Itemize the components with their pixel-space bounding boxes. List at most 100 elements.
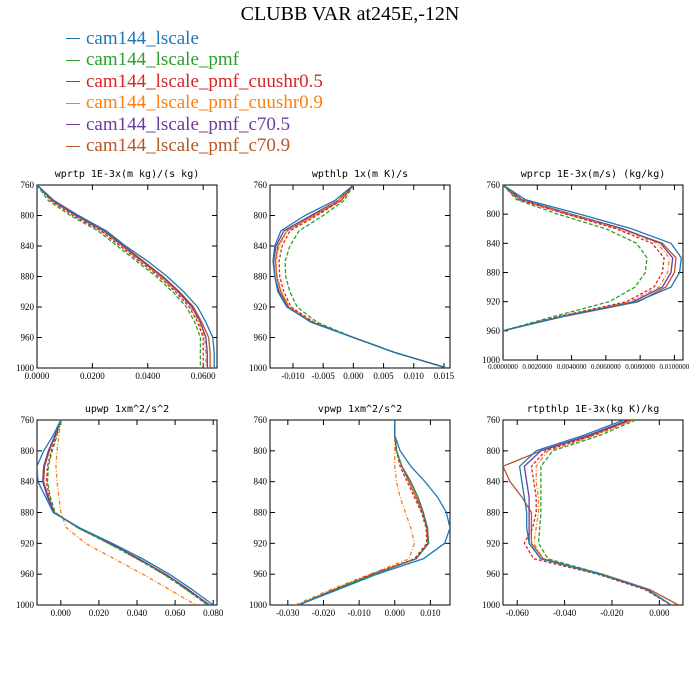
y-tick-label: 880 [254, 508, 268, 518]
series-line-cam144_lscale_pmf_c70.5 [503, 185, 674, 360]
series-line-cam144_lscale [272, 185, 448, 368]
x-tick-label: 0.000 [385, 608, 406, 618]
x-tick-label: -0.060 [506, 608, 530, 618]
y-tick-label: 800 [21, 211, 35, 221]
y-tick-label: 960 [254, 333, 268, 343]
panel-title: upwp 1xm^2/s^2 [85, 404, 169, 415]
y-tick-label: 880 [487, 268, 501, 278]
x-tick-label: 0.040 [127, 608, 148, 618]
x-tick-label: 0.060 [165, 608, 186, 618]
y-tick-label: 760 [487, 415, 501, 425]
y-tick-label: 920 [487, 297, 501, 307]
x-tick-label: -0.005 [312, 371, 336, 381]
series-line-cam144_lscale [518, 420, 672, 605]
y-tick-label: 1000 [249, 600, 268, 610]
x-tick-label: 0.000 [649, 608, 670, 618]
series-line-cam144_lscale_pmf_cuushr0.5 [503, 185, 665, 360]
y-tick-label: 840 [21, 241, 35, 251]
panel-3: wprcp 1E-3x(m/s) (kg/kg) 760 800 840 880 920 9… [482, 169, 690, 371]
y-tick-label: 1000 [16, 363, 35, 373]
y-tick-label: 880 [21, 508, 35, 518]
y-tick-label: 840 [487, 238, 501, 248]
y-tick-label: 800 [254, 211, 268, 221]
y-tick-label: 880 [21, 272, 35, 282]
panel-4: upwp 1xm^2/s^2 760 800 840 880 920 960 1000 0.00… [16, 404, 224, 618]
y-tick-label: 920 [487, 538, 501, 548]
legend-line-icon [66, 102, 80, 104]
series-line-cam144_lscale_pmf [298, 420, 430, 605]
legend-item: cam144_lscale [66, 28, 323, 50]
y-tick-label: 800 [487, 446, 501, 456]
y-tick-label: 800 [487, 209, 501, 219]
series-line-cam144_lscale [503, 185, 682, 360]
x-tick-label: 0.020 [89, 608, 110, 618]
x-tick-label: -0.010 [347, 608, 371, 618]
panel-1: wprtp 1E-3x(m kg)/(s kg) 760 800 840 880 920 9… [16, 169, 218, 381]
series-line-cam144_lscale_pmf_cuushr0.5 [37, 185, 204, 368]
x-tick-label: 0.010 [404, 371, 425, 381]
series-line-cam144_lscale_pmf_cuushr0.9 [503, 185, 670, 360]
panel-title: wpthlp 1x(m K)/s [312, 169, 408, 180]
y-tick-label: 960 [254, 569, 268, 579]
x-tick-label: -0.020 [600, 608, 624, 618]
x-tick-label: -0.020 [312, 608, 336, 618]
x-tick-label: 0.000 [51, 608, 72, 618]
legend-line-icon [66, 81, 80, 83]
legend-item: cam144_lscale_pmf_cuushr0.9 [66, 92, 323, 115]
panel-title: vpwp 1xm^2/s^2 [318, 404, 402, 415]
legend-line-icon [66, 145, 80, 147]
x-tick-label: 0.0000 [25, 371, 50, 381]
y-tick-label: 920 [254, 302, 268, 312]
legend-label: cam144_lscale [86, 27, 199, 49]
series-line-cam144_lscale_pmf_c70.9 [503, 185, 677, 360]
y-tick-label: 800 [21, 446, 35, 456]
panel-title: rtpthlp 1E-3x(kg K)/kg [527, 404, 659, 415]
y-tick-label: 840 [254, 477, 268, 487]
plot-frame [502, 419, 684, 606]
plot-frame [502, 184, 684, 361]
series-line-cam144_lscale_pmf_cuushr0.9 [294, 420, 416, 605]
legend-label: cam144_lscale_pmf_cuushr0.9 [86, 92, 323, 114]
y-tick-label: 840 [21, 477, 35, 487]
y-tick-label: 920 [21, 302, 35, 312]
y-tick-label: 760 [487, 180, 501, 190]
series-line-cam144_lscale_pmf_cuushr0.9 [55, 420, 197, 605]
series-line-cam144_lscale [298, 420, 450, 605]
x-tick-label: 0.0020000 [522, 363, 552, 371]
series-line-cam144_lscale_pmf [503, 185, 648, 360]
y-tick-label: 760 [254, 415, 268, 425]
legend-label: cam144_lscale_pmf_c70.5 [86, 113, 291, 135]
x-tick-label: -0.010 [281, 371, 305, 381]
legend-line-icon [66, 38, 80, 40]
legend-line-icon [66, 59, 80, 61]
legend-item: cam144_lscale_pmf_c70.9 [66, 135, 323, 158]
figure-title: CLUBB VAR at245E,-12N [240, 3, 460, 25]
panel-title: wprtp 1E-3x(m kg)/(s kg) [55, 169, 200, 180]
x-tick-label: 0.0400 [135, 371, 160, 381]
x-tick-label: 0.0040000 [557, 363, 587, 371]
x-tick-label: 0.000 [343, 371, 364, 381]
x-tick-label: 0.015 [434, 371, 455, 381]
y-tick-label: 1000 [482, 600, 501, 610]
y-tick-label: 800 [254, 446, 268, 456]
x-tick-label: 0.0600 [191, 371, 216, 381]
series-line-cam144_lscale [37, 420, 214, 605]
x-tick-label: -0.040 [553, 608, 577, 618]
y-tick-label: 920 [254, 538, 268, 548]
series-line-cam144_lscale_pmf [37, 185, 202, 368]
series-line-cam144_lscale_pmf_c70.9 [37, 185, 211, 368]
y-tick-label: 960 [487, 569, 501, 579]
x-tick-label: 0.080 [203, 608, 224, 618]
y-tick-label: 1000 [249, 363, 268, 373]
y-tick-label: 840 [254, 241, 268, 251]
series-line-cam144_lscale_pmf_c70.5 [42, 420, 210, 605]
y-tick-label: 960 [21, 333, 35, 343]
y-tick-label: 760 [254, 180, 268, 190]
x-tick-label: 0.0060000 [591, 363, 621, 371]
series-line-cam144_lscale [37, 185, 215, 368]
y-tick-label: 880 [254, 272, 268, 282]
legend-item: cam144_lscale_pmf_cuushr0.5 [66, 71, 323, 93]
series-line-cam144_lscale_pmf_c70.5 [37, 185, 208, 368]
plot-frame [36, 419, 218, 606]
legend-item: cam144_lscale_pmf_c70.5 [66, 114, 323, 136]
